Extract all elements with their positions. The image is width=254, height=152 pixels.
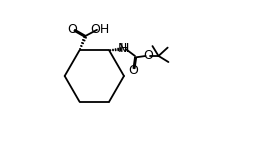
Text: O: O — [67, 22, 77, 36]
Text: N: N — [118, 42, 128, 55]
Text: OH: OH — [91, 22, 110, 36]
Text: O: O — [143, 49, 153, 62]
Text: H: H — [120, 42, 130, 55]
Text: O: O — [129, 64, 138, 77]
